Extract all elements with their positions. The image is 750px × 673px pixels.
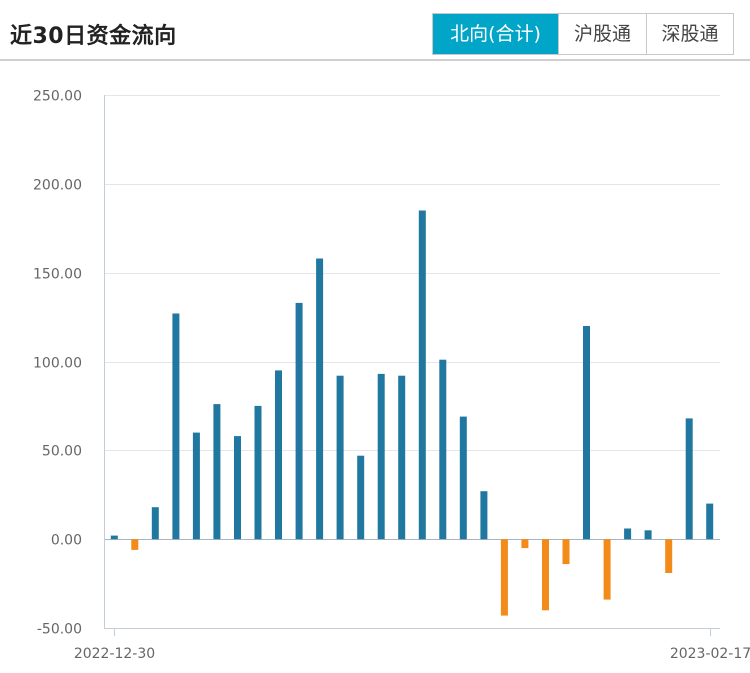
bar-inflow[interactable] <box>624 528 632 540</box>
y-tick-label: 0.00 <box>51 533 82 549</box>
bar-inflow[interactable] <box>583 326 590 540</box>
bar-inflow[interactable] <box>213 404 221 540</box>
bar-inflow[interactable] <box>398 375 406 540</box>
bar-outflow[interactable] <box>562 539 570 565</box>
y-tick-label: 100.00 <box>33 356 82 372</box>
bar-inflow[interactable] <box>336 375 344 540</box>
bar-inflow[interactable] <box>295 302 303 540</box>
tab-northbound-total[interactable]: 北向(合计) <box>433 14 558 54</box>
y-tick-label: 50.00 <box>42 444 82 460</box>
bar-inflow[interactable] <box>377 373 385 540</box>
bar-inflow[interactable] <box>418 210 426 540</box>
page-title: 近30日资金流向 <box>10 24 177 49</box>
header-divider <box>0 59 750 61</box>
tab-shenzhen-connect[interactable]: 深股通 <box>646 14 733 54</box>
bar-inflow[interactable] <box>151 507 159 540</box>
flow-tabs: 北向(合计) 沪股通 深股通 <box>432 13 734 55</box>
bar-inflow[interactable] <box>110 535 118 540</box>
y-axis: 250.00 200.00 150.00 100.00 50.00 0.00 -50.00 <box>33 89 105 638</box>
x-tick-label: 2022-12-30 <box>74 646 155 662</box>
bar-inflow[interactable] <box>254 405 262 540</box>
bar-outflow[interactable] <box>131 539 139 550</box>
bar-inflow[interactable] <box>480 491 488 540</box>
x-tick-label: 2023-02-17 <box>670 646 750 662</box>
bar-outflow[interactable] <box>603 539 611 600</box>
bar-inflow[interactable] <box>357 455 365 540</box>
grid-lines <box>104 95 720 629</box>
bar-inflow[interactable] <box>192 432 200 540</box>
bars <box>110 210 714 616</box>
bar-inflow[interactable] <box>275 370 282 540</box>
bar-inflow[interactable] <box>316 258 324 540</box>
bar-inflow[interactable] <box>685 418 693 540</box>
tab-shanghai-connect[interactable]: 沪股通 <box>558 14 646 54</box>
bar-inflow[interactable] <box>234 436 241 540</box>
bar-inflow[interactable] <box>459 416 467 540</box>
y-tick-label: 150.00 <box>33 267 82 283</box>
y-tick-label: 250.00 <box>33 89 82 105</box>
bar-inflow[interactable] <box>706 503 714 540</box>
bar-inflow[interactable] <box>644 530 652 540</box>
bar-outflow[interactable] <box>500 539 508 616</box>
bar-outflow[interactable] <box>542 539 549 611</box>
bar-inflow[interactable] <box>172 313 180 540</box>
bar-outflow[interactable] <box>665 539 673 573</box>
bar-outflow[interactable] <box>521 539 529 549</box>
y-tick-label: -50.00 <box>37 622 82 638</box>
y-tick-label: 200.00 <box>33 178 82 194</box>
x-axis: 2022-12-30 2023-02-17 <box>74 628 750 662</box>
bar-inflow[interactable] <box>439 359 447 540</box>
